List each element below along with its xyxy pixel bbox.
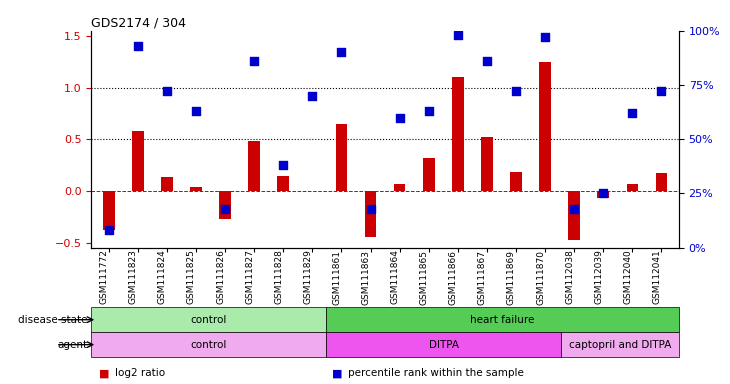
Bar (91, 332, 326, 357)
Text: GSM111864: GSM111864 (391, 250, 399, 305)
Text: GSM111823: GSM111823 (128, 250, 138, 305)
Bar (132, 131, 144, 191)
Point (190, 108, 201, 114)
Text: GSM111826: GSM111826 (216, 250, 225, 305)
Bar (91, 307, 326, 332)
Bar (569, 191, 580, 240)
Bar (365, 191, 377, 237)
Point (248, 58, 260, 64)
Text: percentile rank within the sample: percentile rank within the sample (348, 368, 524, 378)
Text: GSM111870: GSM111870 (536, 250, 545, 305)
Point (336, 50, 347, 56)
Text: GSM111825: GSM111825 (187, 250, 196, 305)
Text: ■: ■ (99, 368, 109, 378)
Text: GSM112041: GSM112041 (653, 250, 661, 305)
Point (132, 43, 144, 49)
Text: control: control (191, 314, 227, 325)
Bar (219, 191, 231, 219)
Point (277, 162, 289, 168)
Text: GSM111869: GSM111869 (507, 250, 516, 305)
Bar (626, 184, 638, 191)
Bar (393, 184, 405, 191)
Text: GSM112038: GSM112038 (565, 250, 575, 305)
Point (103, 227, 115, 233)
Text: GSM112039: GSM112039 (594, 250, 603, 305)
Point (452, 32, 464, 38)
Text: heart failure: heart failure (470, 314, 535, 325)
Text: DITPA: DITPA (429, 339, 459, 350)
Text: control: control (191, 339, 227, 350)
Point (481, 58, 493, 64)
Text: GDS2174 / 304: GDS2174 / 304 (91, 17, 186, 30)
Text: GSM111827: GSM111827 (245, 250, 254, 305)
Bar (326, 332, 561, 357)
Text: GSM111824: GSM111824 (158, 250, 167, 305)
Text: GSM111828: GSM111828 (274, 250, 283, 305)
Point (626, 110, 638, 116)
Text: GSM111865: GSM111865 (420, 250, 429, 305)
Bar (481, 137, 493, 191)
Point (365, 205, 377, 212)
Point (161, 88, 173, 94)
Bar (248, 141, 260, 191)
Point (569, 205, 580, 212)
Bar (190, 187, 201, 191)
Point (393, 114, 405, 121)
Bar (161, 177, 173, 191)
Bar (423, 158, 434, 191)
Text: captopril and DITPA: captopril and DITPA (569, 339, 672, 350)
Text: GSM111866: GSM111866 (449, 250, 458, 305)
Text: GSM111863: GSM111863 (361, 250, 371, 305)
Bar (561, 332, 679, 357)
Bar (452, 77, 464, 191)
Point (307, 93, 318, 99)
Point (510, 88, 522, 94)
Bar (336, 124, 347, 191)
Bar (597, 191, 609, 198)
Text: GSM111829: GSM111829 (304, 250, 312, 305)
Point (539, 34, 551, 40)
Bar (277, 176, 289, 191)
Text: GSM111867: GSM111867 (478, 250, 487, 305)
Text: GSM111861: GSM111861 (332, 250, 342, 305)
Text: GSM111772: GSM111772 (100, 250, 109, 305)
Text: ■: ■ (332, 368, 342, 378)
Text: agent: agent (58, 339, 88, 350)
Bar (103, 191, 115, 230)
Text: disease state: disease state (18, 314, 88, 325)
Point (597, 190, 609, 197)
Text: GSM112040: GSM112040 (623, 250, 632, 305)
Bar (656, 173, 667, 191)
Bar (539, 62, 551, 191)
Text: log2 ratio: log2 ratio (115, 368, 165, 378)
Point (423, 108, 434, 114)
Bar (326, 307, 679, 332)
Point (656, 88, 667, 94)
Point (219, 205, 231, 212)
Bar (510, 172, 522, 191)
